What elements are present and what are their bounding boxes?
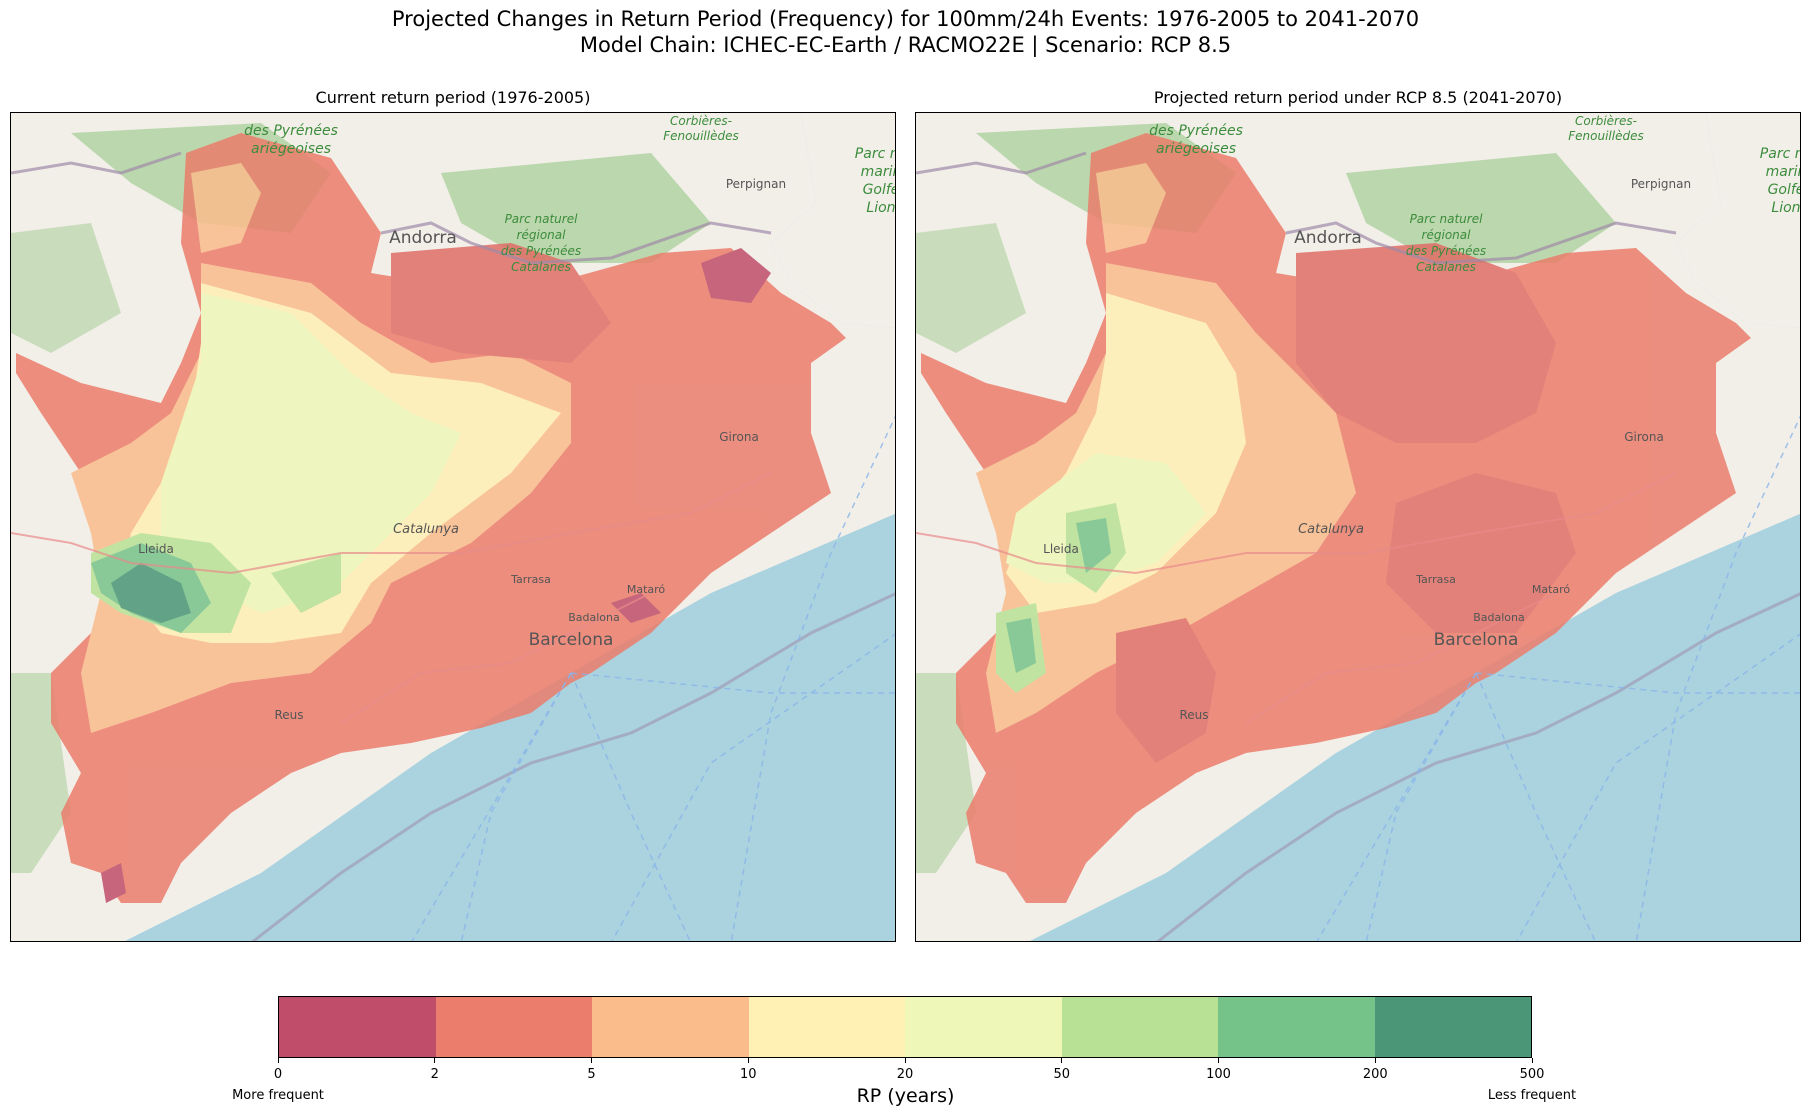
label-barcelona: Barcelona <box>529 630 614 650</box>
colorbar-tick-2 <box>591 1058 592 1063</box>
label-pyrenees-1: des Pyrénées <box>244 123 338 139</box>
label-parc-naturel-1: Parc naturel <box>505 212 579 226</box>
colorbar-tick-6 <box>1218 1058 1219 1063</box>
label-catalunya: Catalunya <box>393 522 459 537</box>
panel-title-projected: Projected return period under RCP 8.5 (2… <box>1153 88 1563 107</box>
colorbar-tick-label-3: 10 <box>739 1067 757 1082</box>
label-parc-naturel-4: Catalanes <box>1416 260 1476 274</box>
figure-title-line1: Projected Changes in Return Period (Freq… <box>391 7 1420 31</box>
colorbar-tick-7 <box>1374 1058 1376 1063</box>
colorbar-label: RP (years) <box>856 1085 955 1107</box>
label-lleida: Lleida <box>138 542 174 556</box>
label-mataro: Mataró <box>1532 583 1571 596</box>
colorbar-tick-label-2: 5 <box>587 1067 596 1082</box>
label-corbieres-2: Fenouillèdes <box>663 129 738 143</box>
label-reus: Reus <box>274 708 303 722</box>
label-parc-naturel-1: Parc naturel <box>1410 212 1484 226</box>
colorbar-tick-label-4: 20 <box>896 1067 914 1082</box>
label-girona: Girona <box>1624 430 1664 444</box>
label-parc-marin-1: Parc na <box>1760 146 1801 162</box>
colorbar <box>278 996 1532 1058</box>
label-parc-naturel-3: des Pyrénées <box>1406 244 1486 258</box>
figure-title: Projected Changes in Return Period (Freq… <box>0 6 1811 58</box>
colorbar-bin-1 <box>435 997 592 1057</box>
figure-title-line2: Model Chain: ICHEC-EC-Earth / RACMO22E |… <box>579 33 1232 57</box>
map-projected[interactable]: des Pyrénées ariégeoises Corbières- Feno… <box>915 112 1801 942</box>
label-parc-naturel-2: régional <box>1422 228 1472 242</box>
label-parc-marin-2: marin <box>1766 164 1801 180</box>
colorbar-tick-label-1: 2 <box>430 1067 439 1082</box>
colorbar-bin-3 <box>748 997 905 1057</box>
label-badalona: Badalona <box>568 611 620 624</box>
label-perpignan: Perpignan <box>726 177 786 191</box>
colorbar-bin-4 <box>905 997 1062 1057</box>
label-golfe: Golfe <box>1768 182 1801 198</box>
colorbar-bin-7 <box>1374 997 1531 1057</box>
label-corbieres-2: Fenouillèdes <box>1568 129 1643 143</box>
colorbar-tick-label-7: 200 <box>1362 1067 1388 1082</box>
colorbar-bin-0 <box>279 997 436 1057</box>
label-tarrasa: Tarrasa <box>1415 573 1456 586</box>
label-corbieres-1: Corbières- <box>670 114 732 128</box>
colorbar-tick-1 <box>434 1058 436 1063</box>
label-catalunya: Catalunya <box>1298 522 1364 537</box>
label-pyrenees-2: ariégeoises <box>251 141 331 157</box>
label-reus: Reus <box>1179 708 1208 722</box>
label-parc-naturel-4: Catalanes <box>511 260 571 274</box>
colorbar-tick-label-8: 500 <box>1519 1067 1545 1082</box>
label-pyrenees-2: ariégeoises <box>1156 141 1236 157</box>
colorbar-left-annotation: More frequent <box>232 1088 324 1103</box>
label-andorra: Andorra <box>389 228 457 248</box>
colorbar-bin-6 <box>1218 997 1375 1057</box>
colorbar-tick-label-0: 0 <box>273 1067 283 1082</box>
colorbar-tick-8 <box>1531 1058 1533 1063</box>
label-pyrenees-1: des Pyrénées <box>1149 123 1243 139</box>
colorbar-tick-label-6: 100 <box>1206 1067 1231 1082</box>
label-andorra: Andorra <box>1294 228 1362 248</box>
label-girona: Girona <box>719 430 759 444</box>
label-parc-marin-1: Parc na <box>855 146 896 162</box>
label-barcelona: Barcelona <box>1434 630 1519 650</box>
map-current[interactable]: des Pyrénées ariégeoises Corbières- Feno… <box>10 112 896 942</box>
label-corbieres-1: Corbières- <box>1575 114 1637 128</box>
label-badalona: Badalona <box>1473 611 1525 624</box>
label-parc-marin-2: marin <box>861 164 896 180</box>
label-golfe: Golfe <box>863 182 896 198</box>
colorbar-bin-5 <box>1061 997 1218 1057</box>
colorbar-tick-5 <box>1061 1058 1063 1063</box>
label-lion: Lion <box>1771 200 1800 216</box>
label-perpignan: Perpignan <box>1631 177 1691 191</box>
colorbar-tick-3 <box>747 1058 749 1063</box>
label-tarrasa: Tarrasa <box>510 573 551 586</box>
colorbar-right-annotation: Less frequent <box>1487 1088 1577 1103</box>
label-lleida: Lleida <box>1043 542 1079 556</box>
colorbar-tick-4 <box>904 1058 906 1063</box>
label-lion: Lion <box>866 200 895 216</box>
label-parc-naturel-3: des Pyrénées <box>501 244 581 258</box>
label-parc-naturel-2: régional <box>517 228 567 242</box>
colorbar-tick-0 <box>277 1058 279 1063</box>
panel-title-current: Current return period (1976-2005) <box>315 88 591 107</box>
colorbar-tick-label-5: 50 <box>1053 1067 1071 1082</box>
label-mataro: Mataró <box>627 583 666 596</box>
colorbar-bin-2 <box>592 997 749 1057</box>
